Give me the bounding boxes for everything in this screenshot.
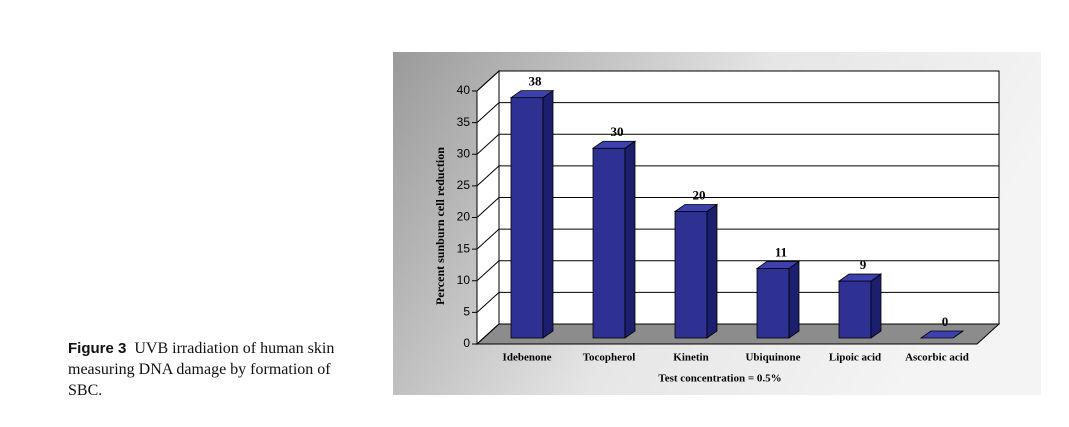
bar-top xyxy=(591,140,637,149)
y-tick-label: 40 xyxy=(457,83,471,97)
bar-top xyxy=(673,204,719,212)
bar-side xyxy=(706,203,718,339)
caption-label: Figure 3 xyxy=(68,340,127,357)
value-label: 9 xyxy=(860,257,867,272)
x-axis-label: Test concentration = 0.5% xyxy=(658,373,781,385)
y-axis-label: Percent sunburn cell reduction xyxy=(433,147,447,305)
y-tick-label: 30 xyxy=(457,146,471,160)
value-label: 0 xyxy=(942,314,949,329)
x-tick-label: Kinetin xyxy=(673,352,708,364)
grid-line xyxy=(476,165,500,187)
y-tick-label: 25 xyxy=(457,178,471,192)
y-tick-label: 0 xyxy=(463,336,470,350)
floor xyxy=(475,323,1001,345)
bar-front xyxy=(510,97,544,339)
value-label: 38 xyxy=(529,74,543,89)
y-tick-label: 10 xyxy=(457,273,471,287)
x-tick-label: Lipoic acid xyxy=(829,352,881,364)
bar-side xyxy=(624,140,636,339)
caption-text: UVB irradiation of human skin measuring … xyxy=(68,340,335,399)
grid-line xyxy=(476,197,500,218)
x-tick-label: Ascorbic acid xyxy=(905,352,969,364)
x-tick-label: Idebenone xyxy=(503,352,552,364)
bar-side xyxy=(788,260,800,339)
bar-front xyxy=(592,147,626,339)
bar-front xyxy=(674,211,708,339)
bar-top xyxy=(919,330,965,339)
x-tick-label: Ubiquinone xyxy=(745,352,800,364)
grid-line xyxy=(476,292,500,313)
bar-top xyxy=(837,273,883,282)
y-tick-label: 5 xyxy=(463,305,470,319)
y-tick-label: 35 xyxy=(457,115,471,129)
grid-line xyxy=(476,70,500,92)
bar-top xyxy=(755,261,801,269)
value-label: 11 xyxy=(775,244,787,259)
grid-line xyxy=(476,323,500,345)
grid-line xyxy=(476,260,500,282)
bar-front xyxy=(838,280,872,339)
grid-line xyxy=(476,133,500,155)
bar-side xyxy=(542,89,554,339)
value-label: 20 xyxy=(693,187,706,202)
bar-top xyxy=(509,90,555,99)
grid-line xyxy=(476,228,500,250)
y-tick-label: 20 xyxy=(457,210,471,224)
value-label: 30 xyxy=(611,124,624,139)
bar-front xyxy=(756,268,790,339)
x-tick-label: Tocopherol xyxy=(583,352,636,364)
caption: Figure 3 UVB irradiation of human skin m… xyxy=(68,338,368,401)
y-tick-label: 15 xyxy=(457,241,471,255)
bar-side xyxy=(870,273,882,339)
grid-line xyxy=(476,102,500,123)
